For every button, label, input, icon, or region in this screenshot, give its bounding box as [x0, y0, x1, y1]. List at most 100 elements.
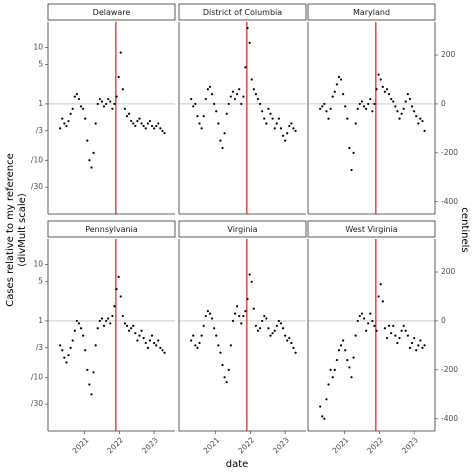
point — [288, 124, 291, 128]
x-axis-title: date — [226, 459, 249, 470]
point — [236, 93, 239, 96]
point — [398, 336, 401, 340]
point — [192, 105, 195, 108]
point — [281, 327, 285, 330]
point — [204, 97, 207, 101]
point — [319, 107, 322, 110]
point — [325, 110, 328, 113]
point — [250, 78, 253, 81]
point — [75, 319, 78, 323]
point — [198, 122, 201, 125]
point — [392, 324, 395, 327]
point — [153, 127, 156, 130]
point — [333, 90, 336, 93]
point — [138, 117, 141, 120]
point — [329, 107, 332, 110]
point — [98, 319, 101, 323]
point — [383, 90, 386, 93]
point — [150, 124, 154, 128]
strip — [307, 3, 436, 21]
point — [117, 275, 120, 279]
point — [100, 317, 104, 320]
point — [321, 415, 324, 418]
point — [92, 371, 95, 374]
point — [157, 339, 160, 342]
point — [107, 317, 110, 320]
point — [367, 102, 370, 106]
point — [290, 341, 293, 345]
point — [96, 102, 99, 106]
point — [258, 327, 262, 330]
point — [208, 312, 212, 315]
point — [79, 105, 83, 108]
point — [348, 366, 351, 369]
point — [319, 405, 322, 408]
point — [242, 95, 245, 98]
point — [352, 151, 355, 154]
point — [396, 341, 399, 345]
point — [109, 100, 112, 103]
point — [150, 334, 154, 337]
x-tick-label: 2022 — [105, 435, 125, 455]
point — [269, 334, 272, 337]
point — [339, 344, 343, 347]
point — [142, 336, 145, 340]
point — [360, 312, 364, 315]
x-tick-label: 2023 — [140, 435, 160, 455]
point — [406, 93, 409, 96]
point — [413, 336, 416, 340]
point — [61, 349, 64, 352]
point — [415, 115, 418, 118]
point — [98, 97, 101, 101]
point — [410, 341, 414, 345]
point — [417, 344, 420, 347]
point — [252, 88, 255, 91]
point — [254, 93, 257, 96]
point — [132, 122, 135, 125]
y-tick-label: 10 — [33, 260, 43, 269]
point — [236, 305, 239, 308]
point — [79, 327, 83, 330]
point — [61, 117, 64, 120]
point — [125, 324, 129, 327]
point — [356, 107, 359, 110]
y-axis-title: Cases relative to my reference — [5, 153, 16, 307]
point — [90, 393, 93, 396]
point — [215, 110, 218, 113]
point — [231, 90, 235, 93]
point — [256, 97, 260, 101]
point — [290, 122, 293, 125]
point — [256, 329, 260, 332]
point — [107, 97, 110, 101]
y-tick-label: 5 — [38, 60, 43, 69]
strip-label: West Virginia — [345, 225, 397, 234]
point — [202, 115, 205, 118]
point — [86, 139, 89, 142]
y2-tick-label: -200 — [441, 148, 458, 157]
y-axis-title: (divMult scale) — [17, 193, 28, 267]
point — [200, 334, 203, 337]
point — [231, 319, 235, 323]
point — [221, 363, 224, 367]
point — [385, 336, 389, 340]
point — [354, 334, 357, 337]
point — [292, 127, 295, 130]
point — [206, 310, 209, 313]
point — [404, 329, 407, 332]
point — [155, 124, 158, 128]
point — [196, 115, 199, 118]
point — [109, 322, 112, 325]
point — [402, 107, 405, 110]
point — [196, 346, 199, 349]
point — [136, 339, 139, 342]
point — [348, 146, 351, 150]
y-tick-label: /3 — [36, 343, 44, 352]
point — [94, 344, 97, 347]
point — [82, 334, 85, 337]
point — [275, 122, 278, 125]
point — [275, 324, 278, 327]
point — [248, 41, 251, 44]
point — [329, 368, 332, 371]
point — [155, 344, 158, 347]
point — [263, 314, 266, 318]
